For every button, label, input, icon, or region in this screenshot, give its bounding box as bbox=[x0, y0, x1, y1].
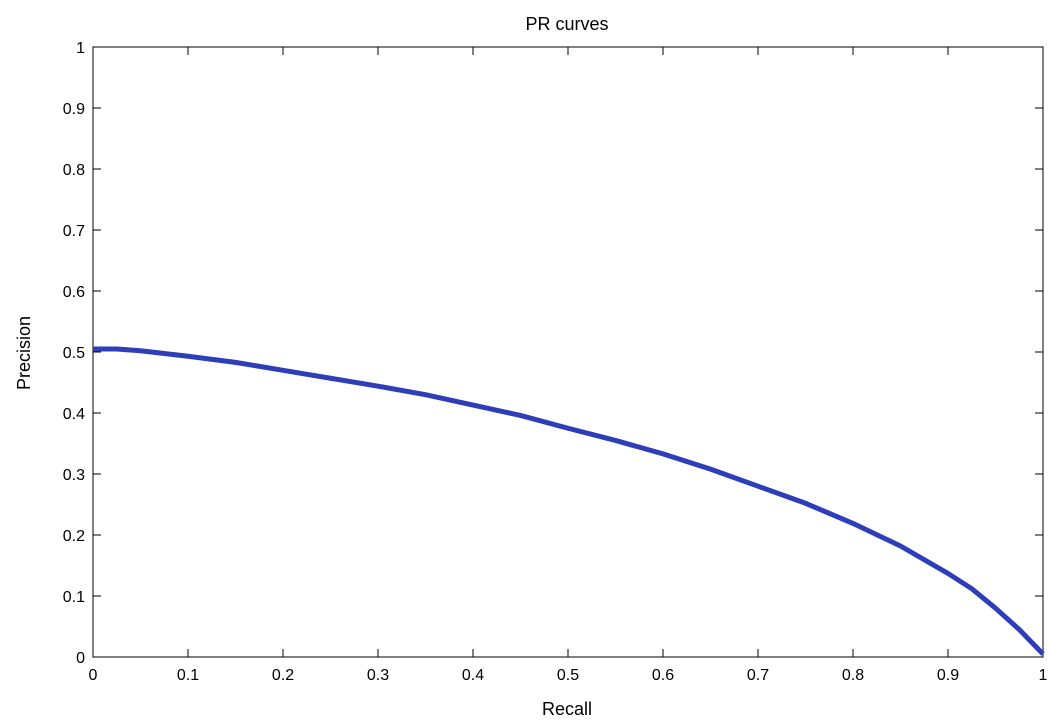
y-tick-label: 0.5 bbox=[63, 345, 85, 362]
x-tick-label: 0.8 bbox=[842, 667, 864, 684]
y-tick-label: 1 bbox=[76, 40, 85, 57]
x-tick-label: 0.6 bbox=[652, 667, 674, 684]
x-tick-label: 0 bbox=[89, 667, 98, 684]
y-tick-label: 0.8 bbox=[63, 162, 85, 179]
x-tick-label: 0.2 bbox=[272, 667, 294, 684]
x-axis-title: Recall bbox=[542, 699, 592, 719]
y-tick-label: 0.3 bbox=[63, 467, 85, 484]
pr-curve-line bbox=[93, 346, 1045, 656]
y-tick-label: 0.1 bbox=[63, 589, 85, 606]
y-tick-label: 0.7 bbox=[63, 223, 85, 240]
x-tick-label: 0.4 bbox=[462, 667, 484, 684]
x-tick-label: 0.1 bbox=[177, 667, 199, 684]
y-tick-label: 0.6 bbox=[63, 284, 85, 301]
y-tick-label: 0.4 bbox=[63, 406, 85, 423]
y-tick-label: 0.2 bbox=[63, 528, 85, 545]
y-tick-label: 0 bbox=[76, 650, 85, 667]
chart-title: PR curves bbox=[525, 14, 608, 34]
x-tick-label: 0.3 bbox=[367, 667, 389, 684]
y-axis-title: Precision bbox=[14, 316, 34, 390]
plot-area: 0 0.1 0.2 0.3 0.4 0.5 0.6 0.7 0.8 0.9 1 0 0.1 0.2 0.3 0… bbox=[63, 40, 1048, 684]
x-tick-label: 0.7 bbox=[747, 667, 769, 684]
x-tick-label: 1 bbox=[1039, 667, 1048, 684]
x-tick-label: 0.9 bbox=[937, 667, 959, 684]
x-tick-label: 0.5 bbox=[557, 667, 579, 684]
y-tick-label: 0.9 bbox=[63, 101, 85, 118]
axes-box bbox=[92, 46, 1044, 658]
